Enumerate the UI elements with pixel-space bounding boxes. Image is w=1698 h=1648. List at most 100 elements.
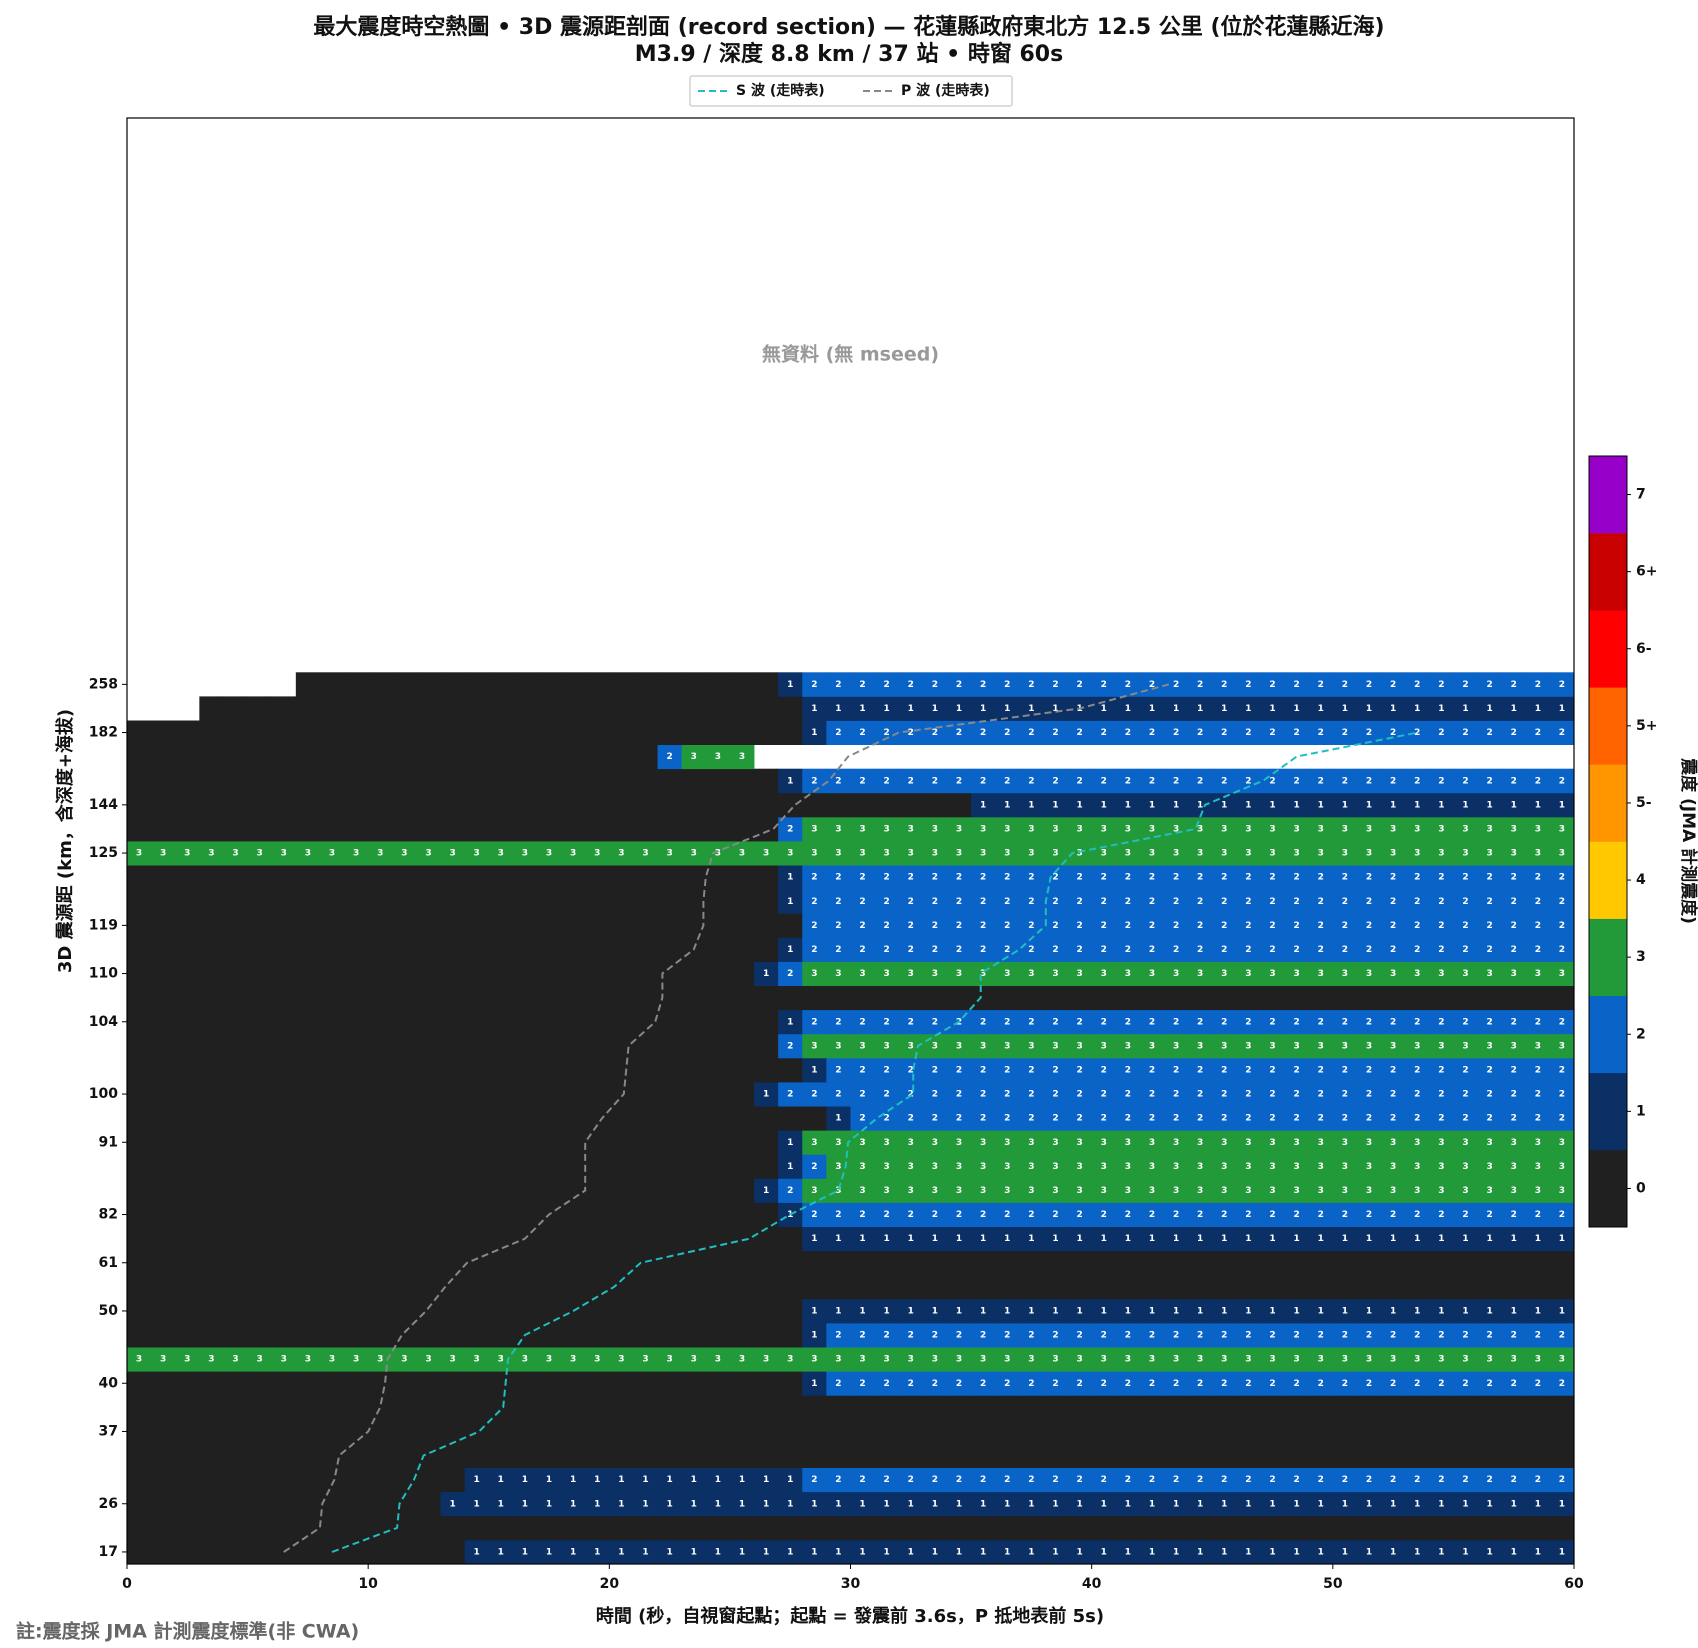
cell-label: 2 <box>1366 1475 1372 1485</box>
cell-label: 1 <box>522 1475 528 1485</box>
cell-label: 3 <box>1366 824 1372 834</box>
heatmap-cell <box>1115 1467 1141 1493</box>
heatmap-cell <box>440 792 466 818</box>
heatmap-cell <box>1356 889 1382 914</box>
cell-label: 3 <box>329 1355 335 1365</box>
cell-label: 3 <box>1390 1162 1396 1172</box>
heatmap-cell <box>874 1130 900 1155</box>
heatmap-cell <box>295 1226 321 1252</box>
heatmap-cell <box>657 1130 683 1155</box>
heatmap-cell <box>175 1057 200 1083</box>
heatmap-cell <box>1043 1298 1068 1324</box>
heatmap-cell <box>729 961 755 986</box>
colorbar-tick-label: 5+ <box>1636 718 1657 734</box>
heatmap-cell <box>1429 841 1454 866</box>
heatmap-cell <box>1067 1419 1093 1444</box>
heatmap-cell <box>512 841 538 866</box>
heatmap-cell <box>1284 913 1310 938</box>
heatmap-cell <box>561 1395 586 1420</box>
cell-label: 2 <box>811 921 817 931</box>
cell-label: 1 <box>1511 1306 1517 1316</box>
cell-label: 2 <box>1173 1114 1179 1124</box>
heatmap-cell <box>850 696 876 721</box>
heatmap-cell <box>1308 1443 1334 1468</box>
heatmap-cell <box>778 1347 803 1372</box>
cell-label: 2 <box>1269 680 1275 690</box>
heatmap-cell <box>512 961 538 986</box>
cell-label: 3 <box>787 849 793 859</box>
heatmap-cell <box>729 985 755 1011</box>
cell-label: 2 <box>1318 1331 1324 1341</box>
cell-label: 2 <box>811 1090 817 1100</box>
heatmap-cell <box>609 1443 634 1468</box>
heatmap-cell <box>826 1130 851 1155</box>
cell-label: 2 <box>835 1210 841 1220</box>
heatmap-cell <box>223 1033 248 1059</box>
heatmap-cell <box>585 1033 610 1059</box>
cell-label: 2 <box>1149 1114 1155 1124</box>
y-tick-label: 91 <box>99 1134 118 1150</box>
heatmap-cell <box>898 720 924 745</box>
heatmap-cell <box>1501 889 1527 914</box>
chart-subtitle: M3.9 / 深度 8.8 km / 37 站 • 時窗 60s <box>635 41 1063 67</box>
heatmap-cell <box>681 1106 707 1131</box>
heatmap-cell <box>1188 1419 1213 1444</box>
heatmap-cell <box>657 1371 683 1396</box>
heatmap-cell <box>922 889 948 914</box>
heatmap-cell <box>561 937 586 962</box>
heatmap-cell <box>175 1347 200 1372</box>
heatmap-cell <box>1067 913 1093 938</box>
cell-label: 2 <box>1004 897 1010 907</box>
cell-label: 1 <box>1221 1234 1227 1244</box>
cell-label: 2 <box>1414 1210 1420 1220</box>
heatmap-cell <box>633 1057 658 1083</box>
heatmap-cell <box>392 792 417 818</box>
heatmap-cell <box>247 1467 273 1493</box>
heatmap-cell <box>585 1130 610 1155</box>
heatmap-cell <box>1188 1515 1213 1541</box>
heatmap-cell <box>633 1323 658 1348</box>
heatmap-cell <box>344 865 369 890</box>
heatmap-cell <box>1381 720 1406 745</box>
heatmap-cell <box>247 1323 273 1348</box>
heatmap-cell <box>946 1515 972 1541</box>
heatmap-cell <box>223 1274 248 1300</box>
heatmap-cell <box>416 1515 441 1541</box>
cell-label: 3 <box>1101 1138 1107 1148</box>
cell-label: 2 <box>1438 1331 1444 1341</box>
cell-label: 3 <box>281 1355 287 1365</box>
heatmap-cell <box>1332 672 1358 697</box>
heatmap-cell <box>247 841 273 866</box>
heatmap-cell <box>1260 1467 1285 1493</box>
cell-label: 2 <box>1101 1379 1107 1389</box>
heatmap-cell <box>657 865 683 890</box>
heatmap-cell <box>151 1323 176 1348</box>
heatmap-cell <box>392 1033 417 1059</box>
heatmap-cell <box>898 1250 924 1276</box>
heatmap-cell <box>754 816 779 842</box>
heatmap-cell <box>440 937 466 962</box>
heatmap-cell <box>1260 1419 1285 1444</box>
heatmap-cell <box>1381 913 1406 938</box>
heatmap-cell <box>874 1154 900 1179</box>
cell-label: 3 <box>1511 969 1517 979</box>
heatmap-cell <box>657 744 683 770</box>
cell-label: 3 <box>1294 1355 1300 1365</box>
heatmap-cell <box>247 1033 273 1059</box>
heatmap-cell <box>1381 1395 1406 1420</box>
cell-label: 2 <box>932 921 938 931</box>
cell-label: 2 <box>787 824 793 834</box>
heatmap-cell <box>464 1419 490 1444</box>
cell-label: 3 <box>715 849 721 859</box>
heatmap-cell <box>440 889 466 914</box>
cell-label: 1 <box>787 945 793 955</box>
heatmap-cell <box>1188 1154 1213 1179</box>
heatmap-cell <box>1067 1395 1093 1420</box>
heatmap-cell <box>488 744 514 770</box>
cell-label: 3 <box>1366 849 1372 859</box>
cell-label: 3 <box>1173 1041 1179 1051</box>
heatmap-cell <box>1332 1443 1358 1468</box>
cell-label: 3 <box>1076 849 1082 859</box>
cell-label: 1 <box>1197 1306 1203 1316</box>
cell-label: 1 <box>1366 1234 1372 1244</box>
